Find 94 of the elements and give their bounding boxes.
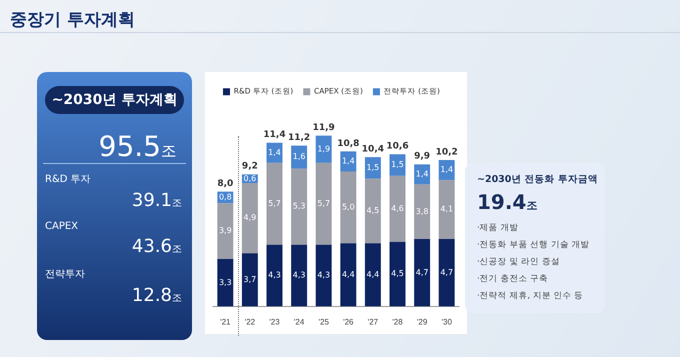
data-label: 1,4 [342,156,355,166]
data-label: 3,3 [218,278,232,287]
bar [438,180,455,239]
bar [266,244,282,306]
text: ·전동화 부품 선행 기술 개발 [476,239,591,252]
bar [340,151,356,172]
data-label: 4,7 [416,268,428,277]
data-label: 5,0 [342,202,355,212]
data-label: 5,7 [317,198,330,208]
x-tick-label: '28 [392,317,404,326]
text: 95.5조 [43,114,186,164]
bar [390,242,406,306]
bar [217,259,234,306]
total-label: 10,4 [362,144,384,155]
data-label: 4,5 [366,206,380,216]
x-tick-label: '29 [416,317,428,326]
data-label: 4,6 [391,204,404,213]
data-label: 5,7 [268,198,281,208]
bar [438,238,455,306]
bar [414,238,430,306]
data-label: 5,3 [292,202,306,211]
total-label: 10,8 [337,138,360,149]
text: ~2030년 전동화 투자금액 [476,173,600,186]
bar [242,182,258,254]
data-label: 4,4 [366,270,380,279]
bar [266,142,282,163]
x-tick-label: '26 [343,317,354,326]
text: ·전략적 제휴, 지분 인수 등 [476,290,584,303]
data-label: 4,1 [440,204,454,214]
data-label: 0,8 [218,192,232,202]
text: CAPEX [44,220,80,232]
data-label: 3,9 [218,226,232,236]
bar [390,154,406,176]
total-label: 8,0 [217,178,234,189]
data-label: 1,9 [317,144,330,154]
text: ·신공장 및 라인 증설 [476,256,561,269]
x-tick-label: '27 [368,317,379,326]
data-label: 4,3 [317,270,330,280]
total-label: 11,9 [312,122,335,133]
data-label: 4,9 [244,213,256,222]
data-label: 3,8 [416,206,428,216]
bar [316,162,332,245]
text: R&D 투자 [44,173,92,186]
x-tick-label: '30 [441,317,452,326]
total-label: 10,2 [436,147,458,158]
bar [390,176,406,242]
text: 43.6조 [130,235,183,259]
bar [242,253,258,306]
bar [364,243,381,306]
data-label: 3,7 [244,274,256,284]
bar [217,203,234,260]
total-label: 11,2 [288,133,310,144]
data-label: 4,3 [292,270,306,280]
x-tick-label: '22 [244,317,256,326]
data-label: 0,6 [244,174,256,183]
data-label: 4,5 [391,269,404,278]
bar [414,164,430,184]
text: 19.4조 [476,189,538,216]
text: 전략투자 [44,268,86,281]
bar [266,162,282,245]
bar [438,160,455,180]
data-label: 1,6 [292,152,306,162]
bar [364,178,381,244]
bar [364,157,381,179]
bar [291,168,308,245]
data-label: 1,4 [416,169,428,178]
total-label: 9,2 [242,162,258,172]
total-label: 11,4 [263,130,286,140]
data-label: 1,4 [268,148,281,157]
data-label: 4,3 [268,270,281,280]
x-tick-label: '25 [318,317,330,326]
x-tick-label: '24 [294,317,305,326]
data-label: 1,5 [391,160,404,170]
text: 12.8조 [130,284,183,308]
text: ·제품 개발 [476,222,520,235]
x-tick-label: '21 [220,317,232,326]
bar [291,244,308,306]
bar [340,243,356,306]
data-label: 4,4 [342,270,355,279]
data-label: 1,5 [366,163,380,172]
bar [291,146,308,169]
bar [414,184,430,239]
data-label: 1,4 [440,165,454,174]
text: ·전기 충전소 구축 [476,273,550,286]
bar [340,172,356,244]
text: 중장기 투자계획 [10,9,135,31]
bar [316,136,332,163]
total-label: 10,6 [386,142,409,152]
data-label: 4,7 [440,268,454,277]
total-label: 9,9 [414,152,430,162]
bar [316,244,332,306]
text: ~2030년 투자계획 [45,86,184,114]
x-tick-label: '23 [269,317,280,326]
text: 39.1조 [130,189,183,213]
